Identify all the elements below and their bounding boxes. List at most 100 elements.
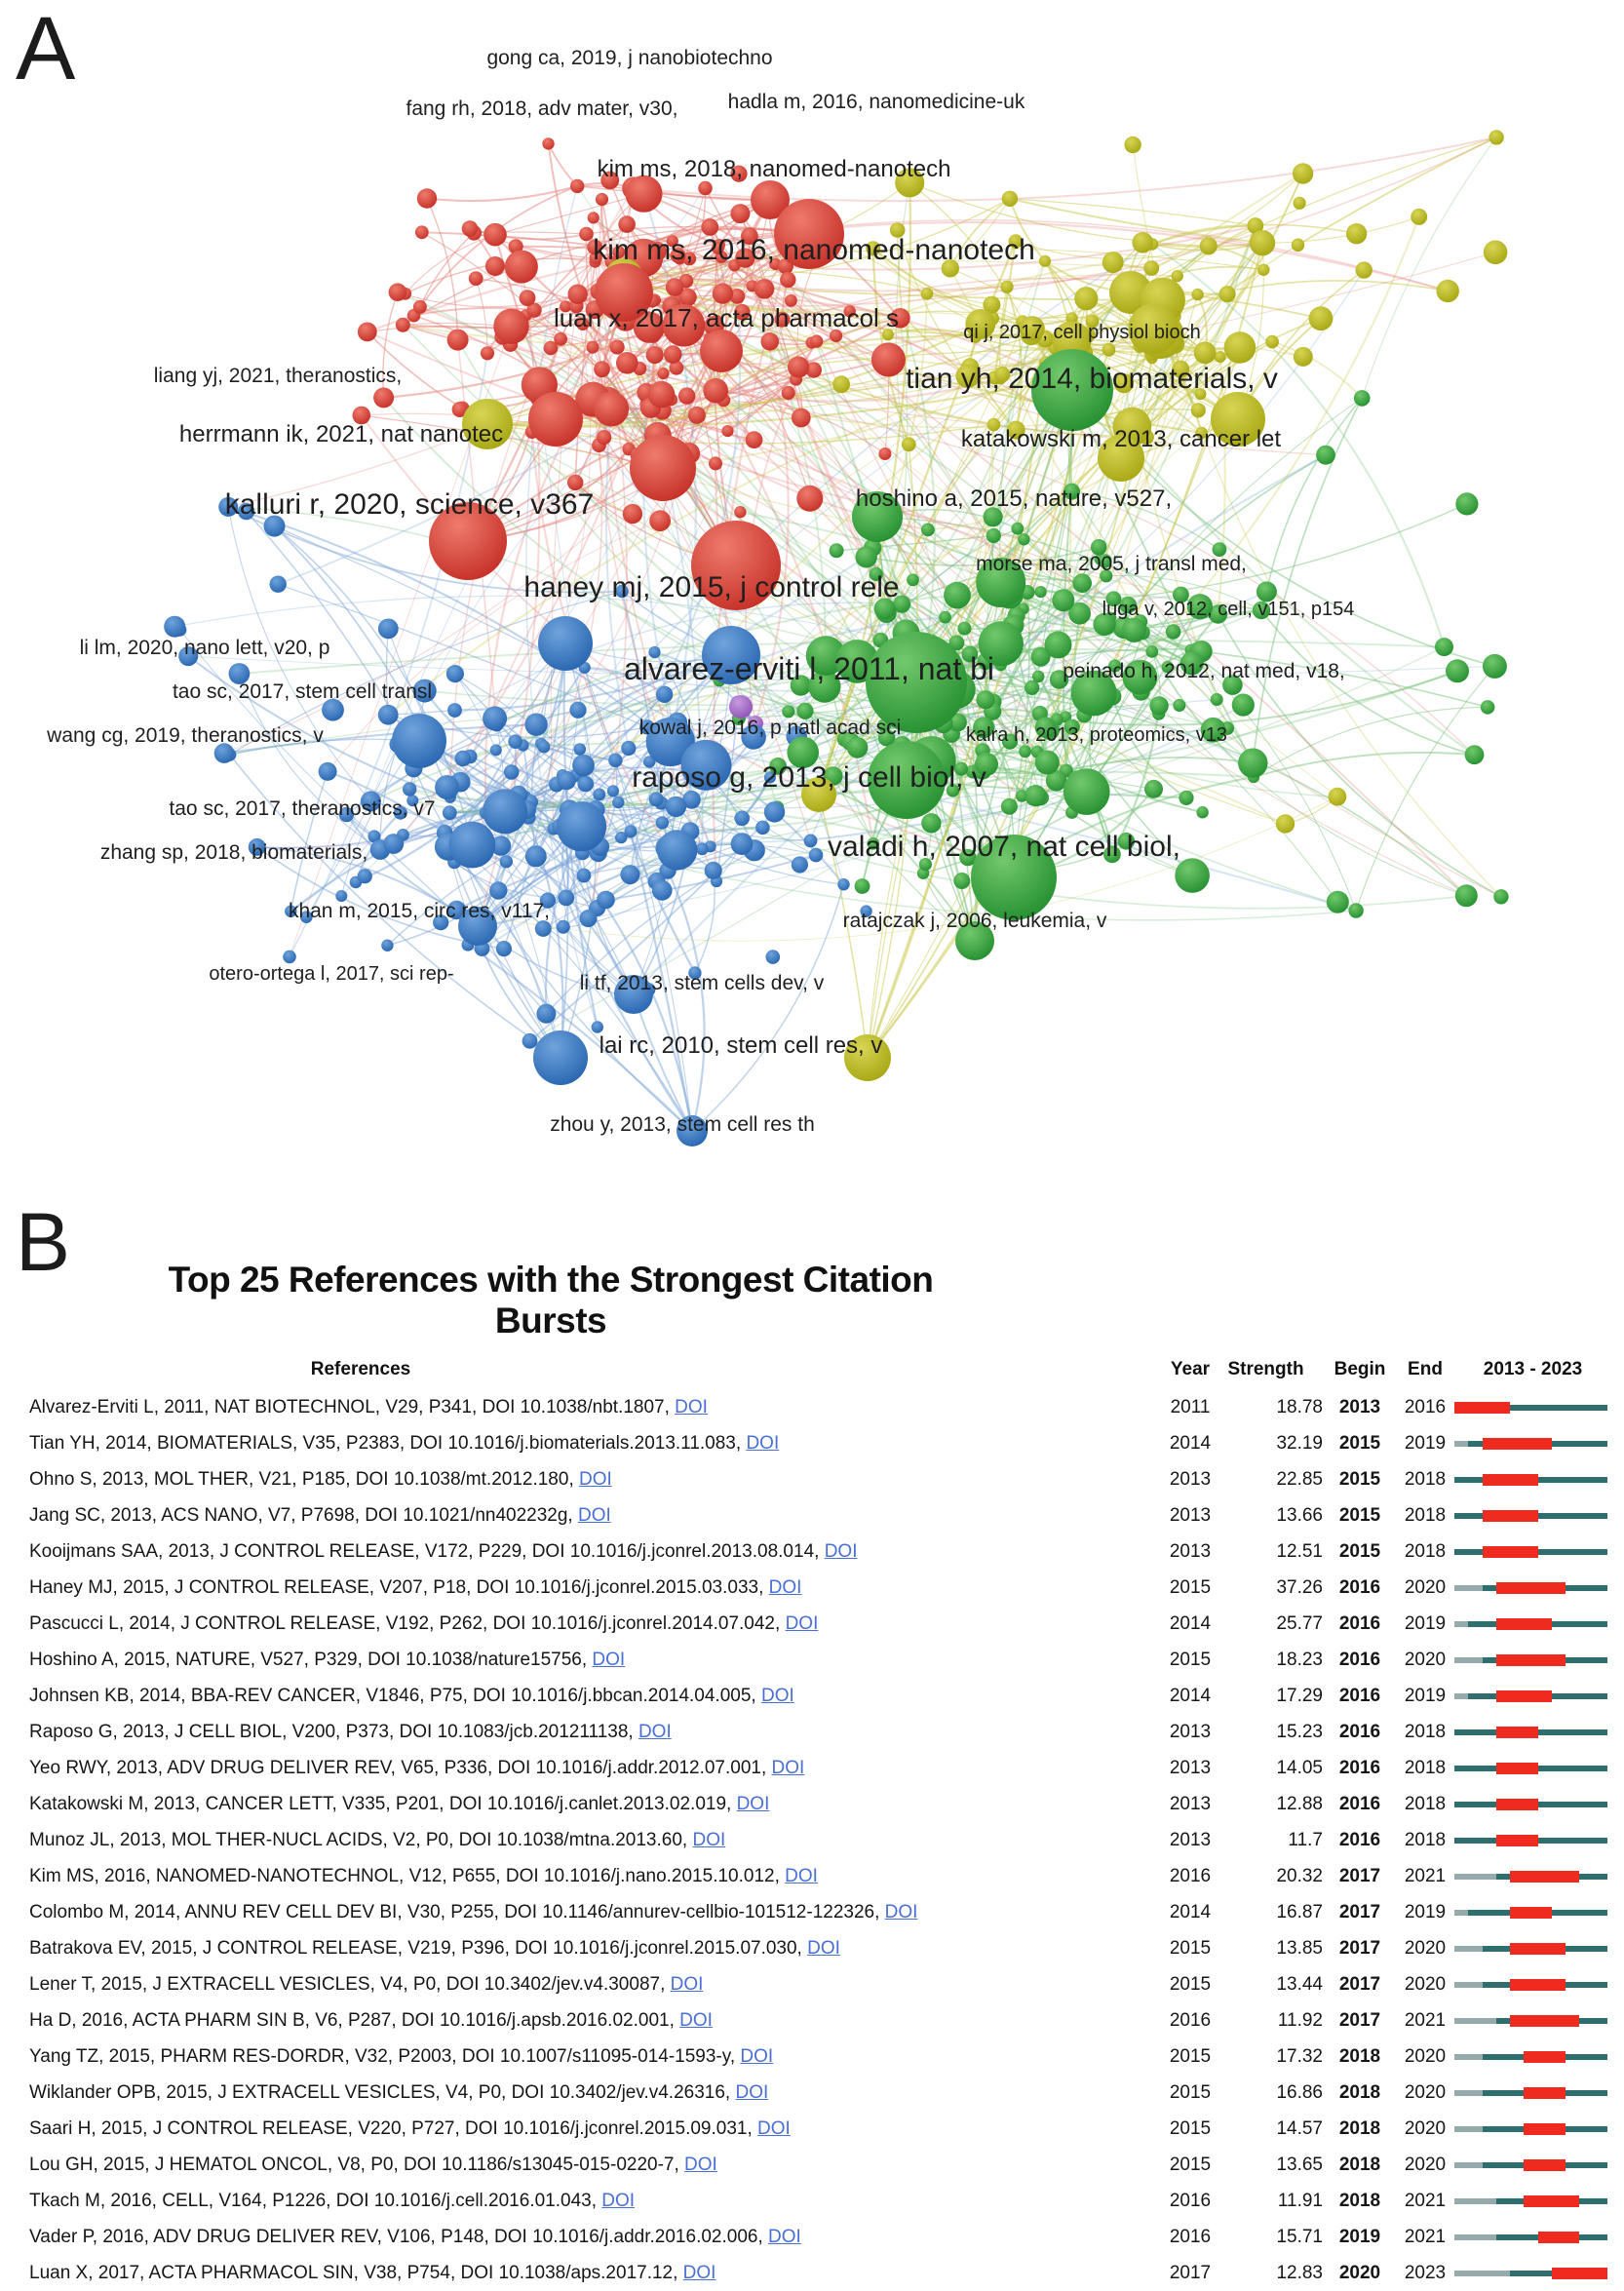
doi-link[interactable]: DOI — [771, 1758, 805, 1778]
network-edge — [577, 185, 771, 201]
network-edge — [638, 454, 1067, 772]
timeline-burst-segment — [1510, 1870, 1580, 1883]
network-edge — [577, 136, 1497, 307]
doi-link[interactable]: DOI — [735, 2082, 769, 2103]
doi-link[interactable]: DOI — [785, 1866, 818, 1886]
timeline-burst-segment — [1495, 1581, 1566, 1594]
doi-link[interactable]: DOI — [670, 1974, 704, 1995]
doi-link[interactable]: DOI — [682, 2263, 716, 2283]
network-node — [594, 361, 610, 378]
network-node — [1105, 591, 1122, 607]
network-node — [734, 506, 747, 519]
publication-year-value: 2011 — [1170, 1397, 1211, 1417]
doi-link[interactable]: DOI — [807, 1938, 840, 1959]
network-node — [630, 435, 696, 501]
network-node — [435, 775, 460, 800]
network-node — [941, 259, 959, 278]
network-node-label: hoshino a, 2015, nature, v527, — [856, 485, 1172, 512]
doi-link[interactable]: DOI — [638, 1722, 672, 1742]
doi-link[interactable]: DOI — [768, 2227, 801, 2247]
burst-begin-value: 2015 — [1338, 1433, 1381, 1454]
network-node — [557, 770, 576, 791]
network-node — [1124, 136, 1141, 154]
timeline-active-segment — [1566, 2053, 1607, 2060]
network-edge — [896, 229, 904, 315]
doi-link[interactable]: DOI — [757, 2118, 791, 2139]
timeline-burst-segment — [1495, 1798, 1538, 1810]
network-edge — [867, 242, 1263, 1059]
doi-link[interactable]: DOI — [760, 1686, 794, 1706]
network-node — [803, 834, 818, 848]
network-labels: gong ca, 2019, j nanobiotechno fang rh, 2… — [46, 47, 1354, 1136]
network-edge — [1130, 136, 1497, 293]
network-edge — [577, 185, 751, 237]
network-node — [873, 598, 896, 620]
timeline-active-segment — [1495, 2197, 1525, 2204]
network-node — [164, 615, 186, 638]
network-node — [846, 737, 869, 758]
network-node — [854, 878, 870, 894]
burst-strength-value: 12.88 — [1276, 1794, 1323, 1814]
network-node — [1074, 287, 1099, 311]
doi-link[interactable]: DOI — [884, 1902, 918, 1922]
network-node — [1482, 653, 1507, 679]
doi-link[interactable]: DOI — [785, 1613, 819, 1634]
doi-link[interactable]: DOI — [692, 1830, 726, 1850]
network-node — [729, 695, 753, 718]
timeline-active-segment — [1551, 1440, 1607, 1447]
network-node — [983, 295, 1001, 314]
doi-link[interactable]: DOI — [740, 2046, 774, 2067]
doi-link[interactable]: DOI — [675, 1397, 708, 1417]
network-node — [1049, 670, 1069, 689]
network-node — [680, 739, 732, 791]
network-node — [567, 284, 588, 304]
doi-link[interactable]: DOI — [679, 2010, 713, 2031]
doi-link[interactable]: DOI — [746, 1433, 780, 1454]
network-edge — [737, 294, 1073, 391]
network-node — [1190, 403, 1206, 418]
network-node — [493, 308, 529, 344]
network-node — [483, 706, 508, 731]
network-edge — [426, 184, 578, 203]
timeline-burst-segment — [1524, 2194, 1580, 2207]
network-node — [403, 782, 417, 796]
network-node — [522, 1032, 538, 1049]
network-node — [893, 595, 911, 613]
network-node — [809, 334, 824, 348]
network-edge — [1056, 397, 1363, 720]
doi-link[interactable]: DOI — [736, 1794, 770, 1814]
timeline-burst-segment — [1524, 2050, 1566, 2063]
network-node — [946, 784, 960, 797]
network-node — [577, 775, 594, 793]
network-node-label: otero-ortega l, 2017, sci rep- — [209, 963, 453, 985]
network-edge — [909, 181, 1030, 337]
doi-link[interactable]: DOI — [824, 1541, 858, 1562]
burst-begin-value: 2018 — [1338, 2191, 1381, 2211]
timeline-pre-segment — [1454, 2125, 1483, 2132]
network-node — [709, 456, 722, 471]
timeline-active-segment — [1579, 1873, 1607, 1880]
column-header-strength: Strength — [1227, 1359, 1304, 1379]
network-node — [593, 788, 606, 801]
reference-text: Vader P, 2016, ADV DRUG DELIVER REV, V10… — [29, 2227, 801, 2247]
network-node — [1000, 280, 1014, 293]
network-edge — [405, 234, 496, 294]
network-node — [1446, 659, 1469, 683]
network-node — [461, 220, 479, 237]
timeline-burst-segment — [1482, 1545, 1538, 1558]
doi-link[interactable]: DOI — [684, 2155, 717, 2175]
network-node — [445, 665, 464, 683]
network-node-label: hadla m, 2016, nanomedicine-uk — [728, 91, 1025, 113]
doi-link[interactable]: DOI — [768, 1577, 802, 1598]
timeline-active-segment — [1454, 1837, 1496, 1844]
network-node — [504, 250, 538, 284]
network-node — [712, 283, 734, 304]
doi-link[interactable]: DOI — [577, 1505, 611, 1526]
doi-link[interactable]: DOI — [601, 2191, 636, 2211]
doi-link[interactable]: DOI — [592, 1650, 626, 1670]
doi-link[interactable]: DOI — [579, 1469, 612, 1490]
reference-text: Lener T, 2015, J EXTRACELL VESICLES, V4,… — [29, 1974, 704, 1995]
network-node — [237, 502, 255, 521]
timeline-active-segment — [1482, 2161, 1525, 2168]
burst-strength-value: 12.51 — [1276, 1541, 1323, 1562]
